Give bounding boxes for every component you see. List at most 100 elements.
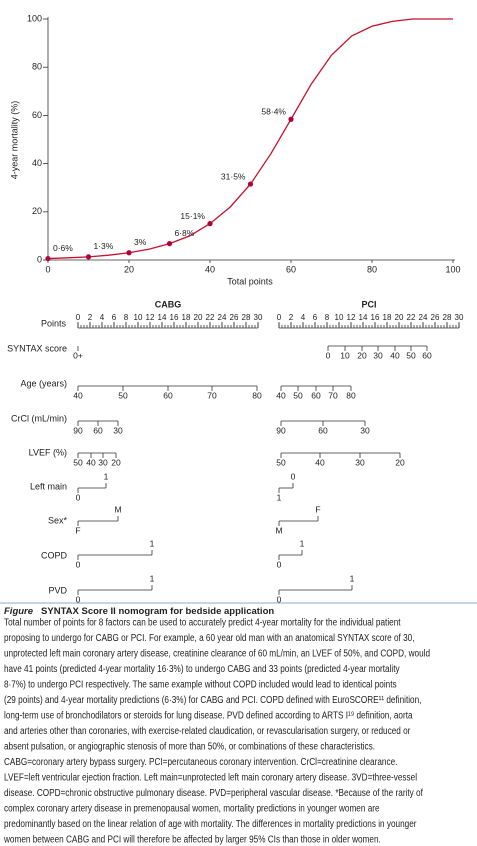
row-label: LVEF (%) — [29, 447, 67, 457]
points-tick-label: 0 — [76, 313, 81, 322]
caption-line: 8·7%) to undergo PCI respectively. The s… — [4, 680, 397, 691]
scale-tick-label: 0 — [277, 559, 282, 569]
data-label: 58·4% — [261, 107, 286, 117]
row-label: Points — [41, 318, 67, 328]
scale-tick-label: F — [315, 504, 320, 514]
scale-tick-label: 40 — [86, 457, 96, 467]
points-tick-label: 24 — [419, 313, 428, 322]
scale-tick-label: 0+ — [73, 350, 83, 360]
scale-tick-label: 70 — [207, 390, 217, 400]
y-tick-label: 60 — [32, 110, 42, 120]
caption-line: absent pulsation, or angiographic stenos… — [4, 742, 375, 753]
y-tick-label: 0 — [37, 254, 42, 264]
points-tick-label: 30 — [254, 313, 263, 322]
row-label: COPD — [41, 550, 68, 560]
scale-tick-label: 60 — [163, 390, 173, 400]
data-point — [45, 255, 51, 262]
scale-tick-label: 0 — [291, 471, 296, 481]
points-tick-label: 10 — [335, 313, 344, 322]
caption-line: Total number of points for 8 factors can… — [4, 618, 401, 629]
data-point — [288, 116, 294, 122]
scale-tick-label: 50 — [406, 350, 416, 360]
points-tick-label: 20 — [194, 313, 203, 322]
points-tick-label: 16 — [170, 313, 179, 322]
scale-tick-label: 60 — [311, 390, 321, 400]
points-tick-label: 0 — [277, 313, 282, 322]
x-tick-label: 80 — [367, 264, 377, 274]
scale-tick-label: 1 — [350, 573, 355, 583]
y-tick-label: 80 — [32, 62, 42, 72]
data-label: 31·5% — [221, 171, 246, 181]
scale-tick-label: 40 — [315, 457, 325, 467]
x-tick-label: 100 — [445, 264, 460, 274]
scale-tick-label: 20 — [357, 350, 367, 360]
scale-tick-label: 10 — [340, 350, 350, 360]
scale-tick-label: 30 — [373, 350, 383, 360]
points-tick-label: 6 — [112, 313, 117, 322]
scale-tick-label: 0 — [76, 559, 81, 569]
points-tick-label: 16 — [371, 313, 380, 322]
points-tick-label: 4 — [301, 313, 306, 322]
points-tick-label: 2 — [88, 313, 93, 322]
points-tick-label: 20 — [395, 313, 404, 322]
points-tick-label: 24 — [218, 313, 227, 322]
caption-line: disease. COPD=chronic obstructive pulmon… — [4, 788, 423, 799]
points-tick-label: 22 — [407, 313, 416, 322]
scale-tick-label: 20 — [111, 457, 121, 467]
caption-line: long-term use of bronchodilators or ster… — [4, 711, 413, 722]
points-tick-label: 4 — [100, 313, 105, 322]
scale-tick-label: 80 — [346, 390, 356, 400]
data-label: 6·8% — [175, 228, 195, 238]
caption-line: women between CABG and PCI will therefor… — [3, 835, 381, 846]
x-tick-label: 20 — [124, 264, 134, 274]
caption-line: predominantly based on the linear relati… — [4, 819, 417, 830]
x-tick-label: 40 — [205, 264, 215, 274]
caption-line: LVEF=left ventricular ejection fraction.… — [4, 773, 417, 784]
scale-tick-label: 0 — [277, 594, 282, 604]
points-tick-label: 18 — [383, 313, 392, 322]
scale-tick-label: 90 — [276, 425, 286, 435]
points-tick-label: 18 — [182, 313, 191, 322]
row-label: SYNTAX score — [7, 343, 67, 353]
scale-tick-label: 50 — [73, 457, 83, 467]
row-label: Age (years) — [20, 378, 67, 388]
scale-tick-label: 50 — [118, 390, 128, 400]
scale-tick-label: 30 — [113, 425, 123, 435]
data-point — [207, 221, 213, 227]
panel-title: PCI — [361, 299, 376, 309]
scale-tick-label: 60 — [422, 350, 432, 360]
points-tick-label: 8 — [124, 313, 129, 322]
scale-tick-label: 1 — [104, 471, 109, 481]
caption-line: have 41 points (predicted 4-year mortali… — [4, 664, 400, 675]
scale-tick-label: 50 — [293, 390, 303, 400]
points-tick-label: 22 — [206, 313, 215, 322]
x-axis-label: Total points — [227, 276, 273, 286]
row-label: Left main — [30, 481, 67, 491]
points-tick-label: 12 — [347, 313, 356, 322]
data-label: 3% — [134, 237, 147, 247]
scale-tick-label: 0 — [76, 594, 81, 604]
caption-line: proposing to undergo for CABG or PCI. Fo… — [4, 633, 415, 644]
scale-tick-label: F — [75, 525, 80, 535]
scale-tick-label: M — [275, 525, 282, 535]
data-label: 15·1% — [180, 211, 205, 221]
points-tick-label: 8 — [325, 313, 330, 322]
scale-tick-label: 60 — [93, 425, 103, 435]
points-tick-label: 2 — [289, 313, 294, 322]
row-label: PVD — [48, 585, 67, 595]
scale-tick-label: 70 — [328, 390, 338, 400]
data-point — [85, 254, 92, 260]
scale-tick-label: 40 — [390, 350, 400, 360]
scale-tick-label: 90 — [73, 425, 83, 435]
data-label: 0·6% — [53, 243, 73, 253]
scale-tick-label: 50 — [276, 457, 286, 467]
curve — [47, 18, 453, 260]
panel-title: CABG — [155, 299, 182, 309]
caption-line: CABG=coronary artery bypass surgery. PCI… — [4, 757, 397, 768]
caption-line: and arteries other than coronaries, with… — [4, 726, 411, 737]
points-tick-label: 26 — [431, 313, 440, 322]
y-axis-label: 4-year mortality (%) — [9, 101, 19, 180]
scale-tick-label: 20 — [395, 457, 405, 467]
